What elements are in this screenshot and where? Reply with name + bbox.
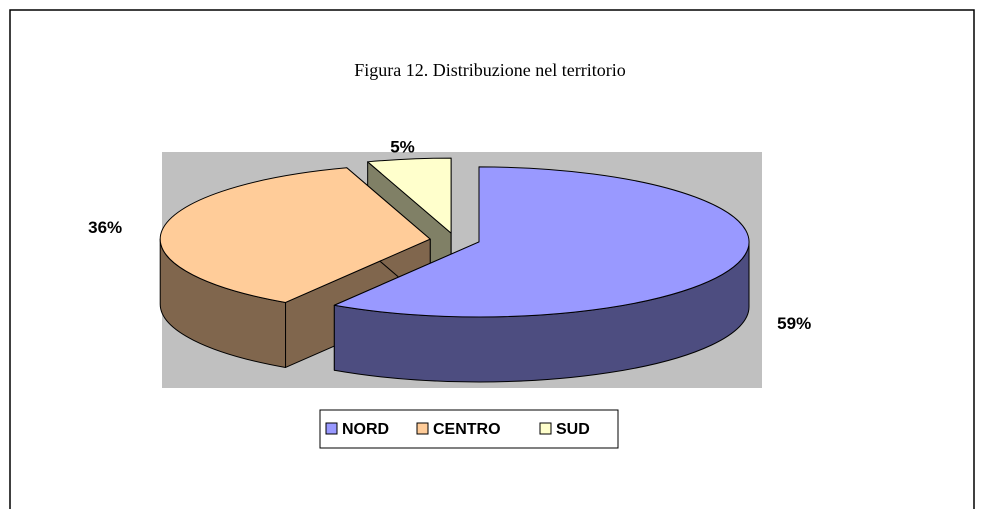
legend-label: SUD [556,421,590,438]
data-label: 5% [390,137,415,156]
legend-swatch [539,422,552,435]
data-label: 36% [88,218,122,237]
legend-swatch [416,422,429,435]
slice-top [367,157,452,234]
data-label: 59% [777,314,811,333]
slice-top [333,166,750,318]
legend-label: NORD [342,421,389,438]
pie [159,157,750,383]
legend [319,409,619,449]
frame [9,9,975,509]
legend-swatch [325,422,338,435]
legend-label: CENTRO [433,421,501,438]
slice-top [159,167,431,303]
chart-title: Figura 12. Distribuzione nel territorio [354,60,625,80]
slice [333,166,750,383]
